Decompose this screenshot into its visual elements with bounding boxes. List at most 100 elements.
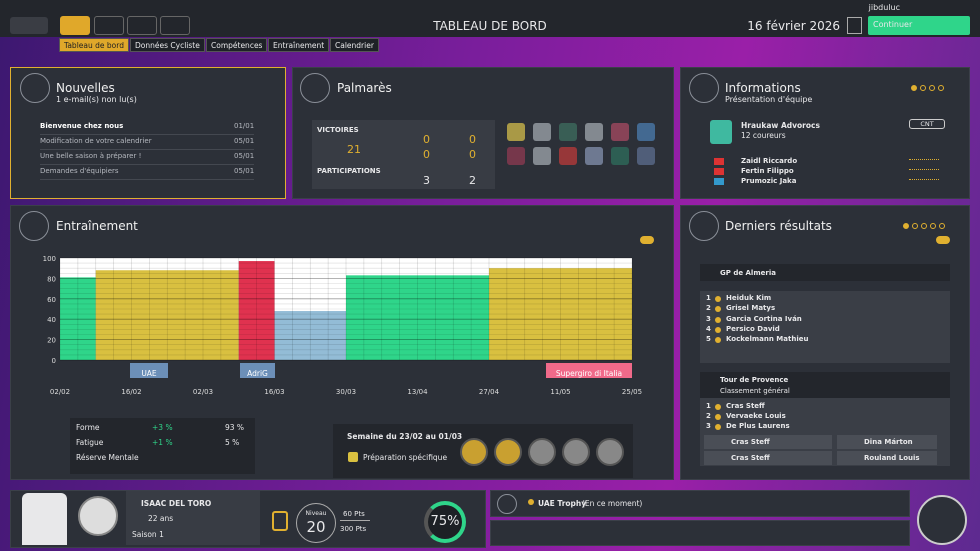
tab[interactable]: Tableau de bord bbox=[59, 38, 129, 52]
news-date: 05/01 bbox=[234, 137, 255, 145]
nav-arrows[interactable] bbox=[10, 17, 48, 34]
week-day bbox=[562, 438, 590, 466]
nav-home[interactable] bbox=[60, 16, 90, 35]
participations-label: PARTICIPATIONS bbox=[317, 167, 381, 175]
victories: 21 bbox=[347, 143, 361, 156]
pager[interactable] bbox=[908, 84, 944, 93]
tab[interactable]: Entraînement bbox=[268, 38, 330, 52]
rank-dot bbox=[715, 414, 721, 420]
continue-button[interactable]: Continuer bbox=[868, 16, 970, 35]
points-max: 300 Pts bbox=[340, 525, 367, 533]
race-header bbox=[700, 372, 950, 398]
nav-time[interactable] bbox=[127, 16, 157, 35]
rating bbox=[909, 169, 939, 173]
victory-count: 0 bbox=[469, 148, 476, 161]
race-name: Tour de Provence bbox=[720, 376, 789, 384]
rank-dot bbox=[715, 326, 721, 333]
rating bbox=[909, 159, 939, 163]
stat-delta: +3 % bbox=[152, 423, 173, 432]
x-tick-label: 16/03 bbox=[264, 388, 284, 396]
jersey-icon bbox=[611, 147, 629, 165]
rank-dot bbox=[715, 296, 721, 302]
team-riders: 12 coureurs bbox=[741, 131, 786, 140]
training-icon bbox=[19, 211, 49, 241]
jersey-row bbox=[837, 435, 937, 449]
news-item[interactable]: Une belle saison à préparer ! bbox=[40, 152, 142, 160]
points: 60 Pts bbox=[343, 510, 365, 518]
rank-dot bbox=[715, 404, 721, 410]
rank-pos: 2 bbox=[706, 304, 711, 313]
rider-name: Zaidl Riccardo bbox=[741, 157, 798, 165]
nav-world[interactable] bbox=[160, 16, 190, 35]
flag bbox=[714, 168, 724, 175]
tab[interactable]: Données Cycliste bbox=[130, 38, 205, 52]
more[interactable] bbox=[936, 236, 950, 244]
rider-name: Prumozic Jaka bbox=[741, 177, 797, 185]
event-dot bbox=[528, 499, 534, 505]
event-panel[interactable] bbox=[490, 490, 910, 517]
level-label: Niveau bbox=[305, 510, 327, 517]
jersey-icon bbox=[585, 123, 603, 141]
tab[interactable]: Compétences bbox=[206, 38, 268, 52]
participations: 3 bbox=[423, 174, 430, 187]
race-bar bbox=[546, 363, 632, 378]
level: 20 bbox=[306, 518, 326, 536]
news-item[interactable]: Modification de votre calendrier bbox=[40, 137, 152, 145]
more[interactable] bbox=[640, 236, 654, 244]
news-item[interactable]: Demandes d'équipiers bbox=[40, 167, 119, 175]
stat-value: 93 % bbox=[225, 423, 245, 432]
rank-name: Persico David bbox=[726, 324, 780, 333]
rank-name: Vervaeke Louis bbox=[726, 412, 786, 420]
rank-name: Garcia Cortina Iván bbox=[726, 314, 802, 323]
results-icon bbox=[689, 211, 719, 241]
news-item[interactable]: Bienvenue chez nous bbox=[40, 122, 124, 130]
nav-team[interactable] bbox=[94, 16, 124, 35]
jersey-icon bbox=[559, 147, 577, 165]
page-title: TABLEAU DE BORD bbox=[433, 19, 547, 33]
pager[interactable] bbox=[900, 222, 945, 231]
jersey-icon bbox=[533, 123, 551, 141]
jersey-icon bbox=[585, 147, 603, 165]
player-info bbox=[126, 491, 260, 545]
top-bar bbox=[0, 0, 980, 37]
level-circle bbox=[296, 503, 336, 543]
x-tick-label: 02/02 bbox=[50, 388, 70, 396]
training-block bbox=[60, 277, 96, 360]
calendar-icon[interactable] bbox=[847, 17, 862, 34]
rank-pos: 1 bbox=[706, 294, 711, 302]
race-name: AdriG bbox=[247, 369, 268, 378]
user-name: jibduluc bbox=[868, 3, 900, 12]
stat-label: Forme bbox=[76, 423, 100, 432]
race-name: UAE bbox=[141, 369, 157, 378]
rank-pos: 2 bbox=[706, 412, 711, 420]
week-day bbox=[494, 438, 522, 466]
y-tick-label: 40 bbox=[47, 316, 56, 324]
training-title: Entraînement bbox=[56, 219, 138, 233]
event-name: UAE Trophy bbox=[538, 499, 587, 508]
training-block bbox=[95, 270, 239, 360]
palmares-box bbox=[312, 120, 495, 189]
stat-label: Réserve Mentale bbox=[76, 453, 139, 462]
rank-badge bbox=[272, 511, 288, 531]
training-block bbox=[238, 261, 275, 360]
player-season: Saison 1 bbox=[132, 530, 164, 539]
jersey-icon bbox=[611, 123, 629, 141]
rank-name: Heiduk Kim bbox=[726, 294, 772, 302]
flag bbox=[714, 178, 724, 185]
news-panel[interactable] bbox=[10, 67, 286, 199]
x-tick-label: 11/05 bbox=[550, 388, 570, 396]
team-jersey bbox=[710, 120, 732, 144]
team-name: Hraukaw Advorocs bbox=[741, 121, 820, 130]
week-title: Semaine du 23/02 au 01/03 bbox=[347, 432, 463, 441]
divider bbox=[40, 179, 254, 180]
tab[interactable]: Calendrier bbox=[330, 38, 379, 52]
week-day bbox=[528, 438, 556, 466]
team-logo[interactable] bbox=[917, 495, 967, 545]
news-date: 05/01 bbox=[234, 152, 255, 160]
y-tick-label: 60 bbox=[47, 296, 56, 304]
jersey-icon bbox=[637, 147, 655, 165]
jersey-icon bbox=[637, 123, 655, 141]
jersey-row bbox=[837, 451, 937, 465]
jersey-row bbox=[704, 435, 832, 449]
